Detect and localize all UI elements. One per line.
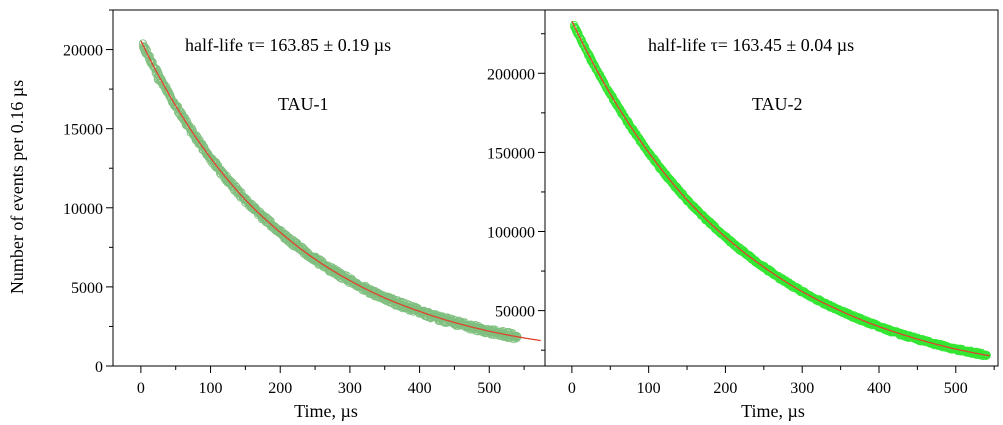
y-tick-label: 0 (95, 359, 103, 376)
halflife-annotation-tau2: half-life τ= 163.45 ± 0.04 µs (648, 35, 854, 55)
data-point (682, 195, 692, 205)
data-point (484, 326, 494, 336)
data-point (240, 195, 250, 205)
dataset-label-tau1: TAU-1 (278, 94, 329, 114)
data-point (310, 254, 320, 264)
data-point (951, 344, 961, 354)
data-point (293, 242, 303, 251)
data-point (778, 275, 788, 285)
data-point (836, 306, 846, 316)
data-point (139, 45, 149, 54)
panel-tau1: Time, µs half-life τ= 163.85 ± 0.19 µs T… (63, 9, 546, 421)
data-point (206, 153, 215, 163)
x-tick-label: 500 (944, 380, 968, 397)
y-axis-title: Number of events per 0.16 µs (7, 80, 27, 294)
data-point (188, 129, 198, 138)
data-point (380, 293, 390, 303)
data-point (912, 334, 922, 344)
x-axis-title-tau2: Time, µs (741, 401, 805, 421)
x-tick-label: 300 (338, 380, 362, 397)
x-tick-label: 200 (713, 380, 737, 397)
data-point (258, 212, 268, 221)
x-tick-label: 400 (408, 380, 432, 397)
data-point (275, 227, 285, 237)
plot-frame-tau2 (544, 9, 999, 367)
data-point (571, 24, 581, 34)
x-tick-label: 300 (790, 380, 814, 397)
data-point (855, 314, 865, 324)
data-point (625, 121, 634, 130)
data-point (586, 56, 596, 66)
data-point (932, 339, 941, 349)
data-point (432, 312, 442, 322)
x-tick-label: 100 (199, 380, 223, 397)
x-tick-label: 0 (137, 380, 145, 397)
data-point (328, 265, 337, 275)
data-point (721, 232, 730, 242)
x-tick-label: 200 (268, 380, 292, 397)
data-point (701, 215, 711, 225)
fit-curve-tau1 (140, 40, 541, 342)
data-point (982, 350, 991, 360)
data-point (759, 262, 769, 272)
y-tick-label: 10000 (63, 201, 103, 218)
x-tick-label: 0 (568, 380, 576, 397)
data-point (171, 101, 181, 111)
data-point (605, 89, 615, 99)
y-tick-label: 100000 (487, 225, 535, 242)
data-point (797, 287, 807, 297)
data-point (223, 174, 233, 184)
data-point (893, 328, 903, 338)
x-tick-label: 400 (867, 380, 891, 397)
data-point (817, 297, 826, 307)
data-point (362, 284, 372, 294)
halflife-annotation-tau1: half-life τ= 163.85 ± 0.19 µs (185, 35, 391, 55)
data-point (740, 248, 750, 258)
x-tick-label: 500 (477, 380, 501, 397)
data-point (345, 276, 355, 285)
fit-curve-tau2 (571, 20, 990, 357)
x-axis-title-tau1: Time, µs (294, 401, 358, 421)
y-tick-label: 15000 (63, 122, 103, 139)
y-tick-label: 50000 (495, 304, 535, 321)
x-tick-label: 100 (637, 380, 661, 397)
panel-tau2: Time, µs half-life τ= 163.45 ± 0.04 µs T… (487, 9, 999, 421)
data-point (467, 322, 477, 332)
data-point (644, 147, 654, 157)
y-tick-label: 150000 (487, 145, 535, 162)
marker-band-tau2 (570, 20, 990, 361)
marker-band-tau1 (138, 39, 521, 344)
data-point (663, 173, 673, 183)
y-tick-label: 5000 (71, 280, 103, 297)
data-point (415, 307, 424, 316)
y-tick-label: 200000 (487, 66, 535, 83)
plot-frame-tau1 (112, 9, 546, 367)
dataset-label-tau2: TAU-2 (752, 94, 803, 114)
y-tick-label: 20000 (63, 43, 103, 60)
data-point (450, 318, 459, 327)
data-point (397, 300, 407, 310)
data-point (874, 322, 884, 332)
